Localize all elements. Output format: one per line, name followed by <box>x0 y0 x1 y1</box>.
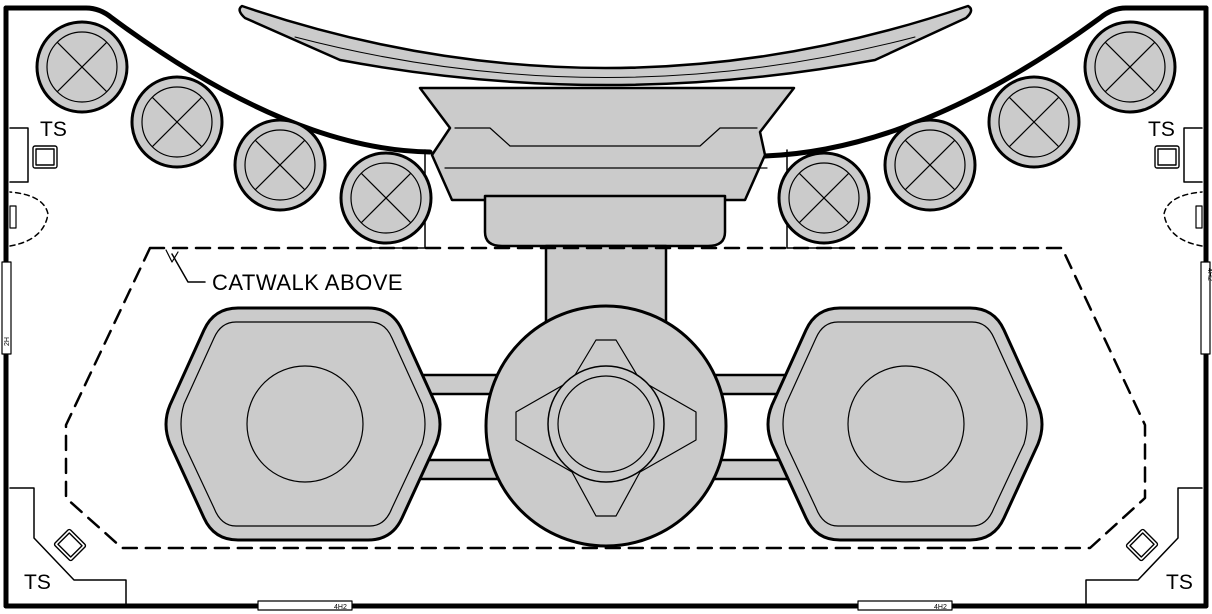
tank-row-left <box>35 20 433 245</box>
catwalk-label: CATWALK ABOVE <box>212 270 403 295</box>
central-vessel <box>484 304 728 548</box>
left-hex-vessel <box>164 306 442 542</box>
ts-label-top-left: TS <box>40 118 67 141</box>
right-hex-vessel <box>766 306 1044 542</box>
doors <box>1 205 1211 611</box>
tank-left-4 <box>339 151 433 245</box>
door-label-bottom-left: 4H2 <box>334 604 347 611</box>
tank-right-3 <box>883 118 977 212</box>
tank-row-right <box>777 20 1177 245</box>
tank-left-2 <box>130 75 224 169</box>
tank-right-4 <box>777 151 871 245</box>
tank-right-1 <box>1083 20 1177 114</box>
tank-right-2 <box>987 75 1081 169</box>
ts-label-top-right: TS <box>1148 118 1175 141</box>
door-label-bottom-right: 4H2 <box>934 604 947 611</box>
tank-left-3 <box>233 118 327 212</box>
door-label-right: 4H2 <box>1206 268 1212 281</box>
catwalk-leader-arrowhead <box>165 249 179 263</box>
catwalk-outline <box>64 246 1147 550</box>
ts-label-bottom-right: TS <box>1166 571 1193 594</box>
tank-left-1 <box>35 20 129 114</box>
ts-equipment <box>32 145 1180 562</box>
door-label-left: 2H <box>4 337 11 346</box>
corner-partitions <box>9 127 1203 605</box>
ts-label-bottom-left: TS <box>24 571 51 594</box>
room-walls <box>3 5 1209 609</box>
catwalk-leader <box>171 253 206 283</box>
